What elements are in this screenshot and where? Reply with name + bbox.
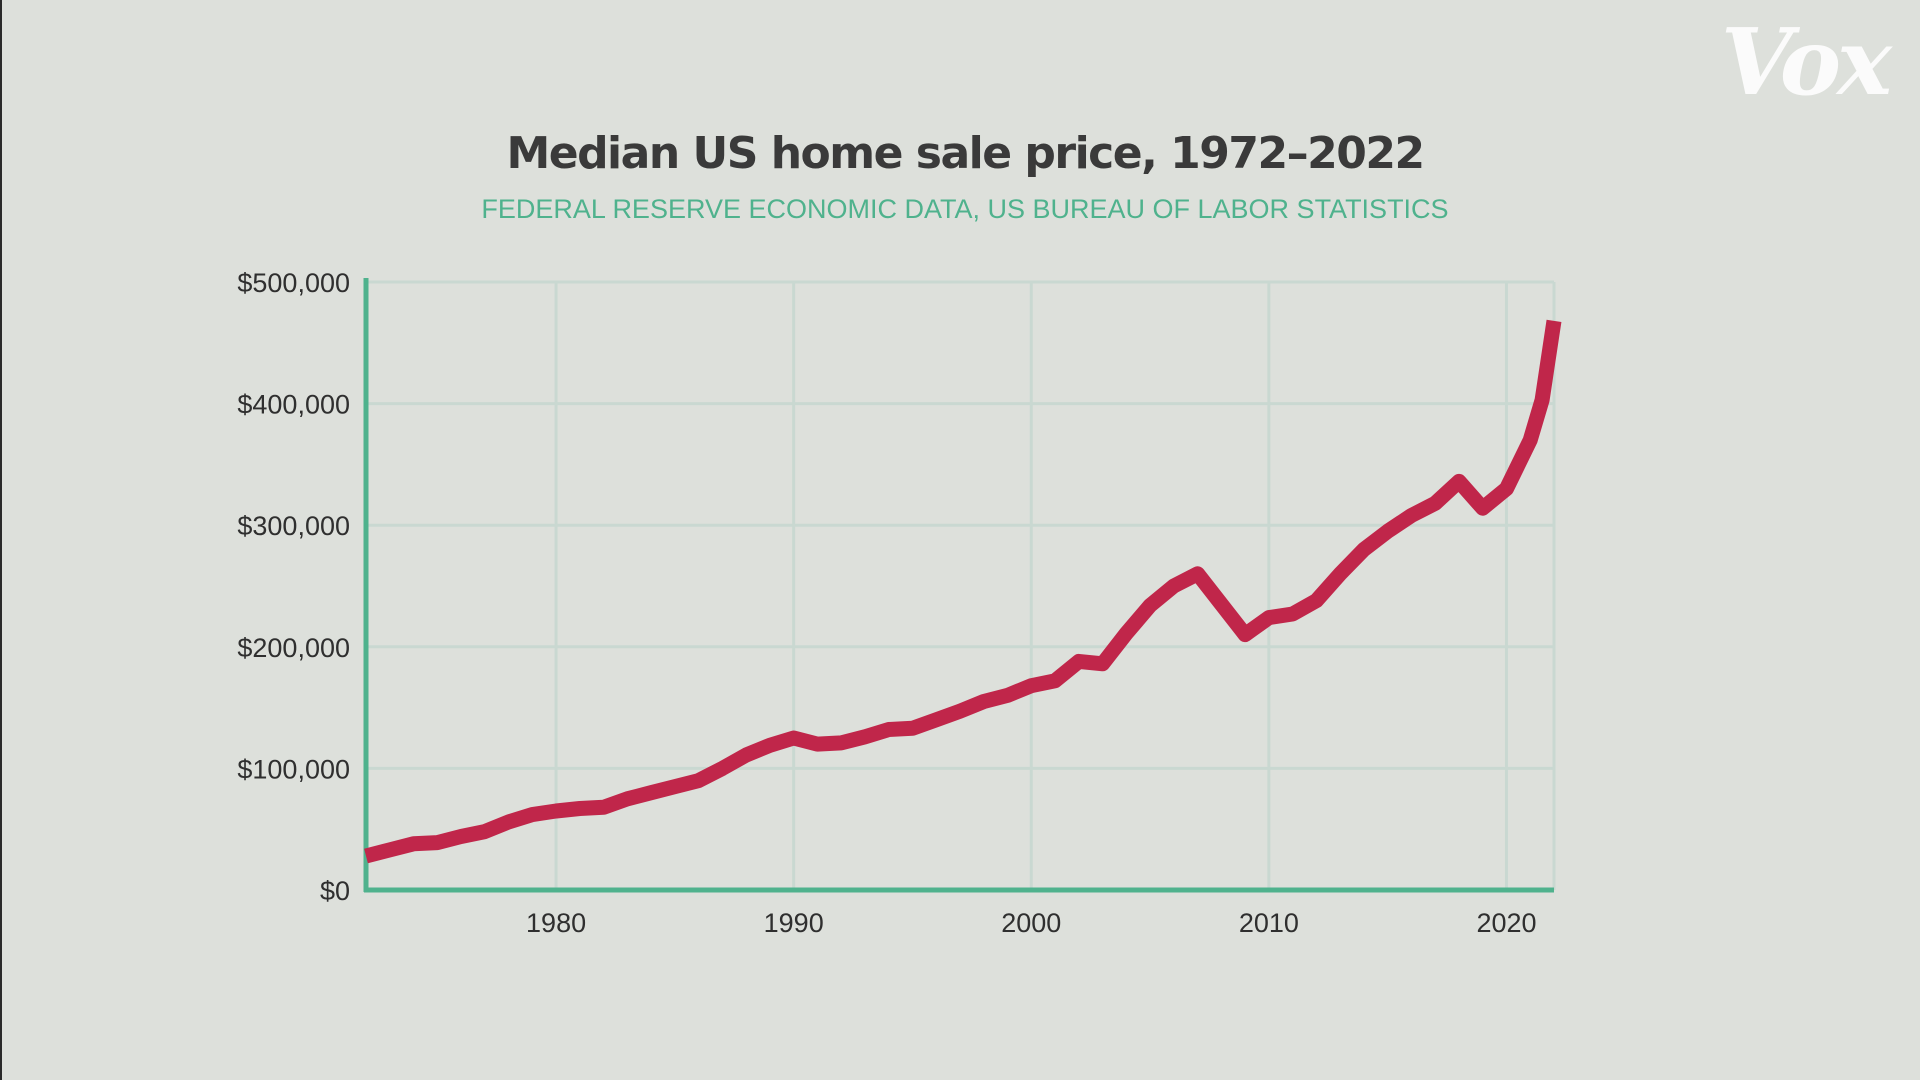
x-tick-label: 2000 [1001,908,1061,938]
y-tick-label: $200,000 [237,633,350,663]
x-tick-label: 1980 [526,908,586,938]
chart-subtitle: FEDERAL RESERVE ECONOMIC DATA, US BUREAU… [481,194,1448,224]
chart-title: Median US home sale price, 1972–2022 [506,128,1423,179]
window-edge [0,0,2,1080]
y-tick-label: $100,000 [237,754,350,784]
x-tick-label: 2010 [1239,908,1299,938]
y-tick-label: $300,000 [237,511,350,541]
y-tick-label: $400,000 [237,390,350,420]
vox-logo: Vox [1720,8,1892,116]
y-tick-label: $500,000 [237,268,350,298]
x-tick-label: 1990 [764,908,824,938]
x-tick-label: 2020 [1476,908,1536,938]
y-tick-label: $0 [320,876,350,906]
series-layer [364,319,1562,864]
grid [366,280,1556,890]
series-line-median-home-price [364,319,1562,864]
axes [363,278,1554,893]
tick-labels: $0 $100,000 $200,000 $300,000 $400,000 $500,0… [237,268,1536,938]
